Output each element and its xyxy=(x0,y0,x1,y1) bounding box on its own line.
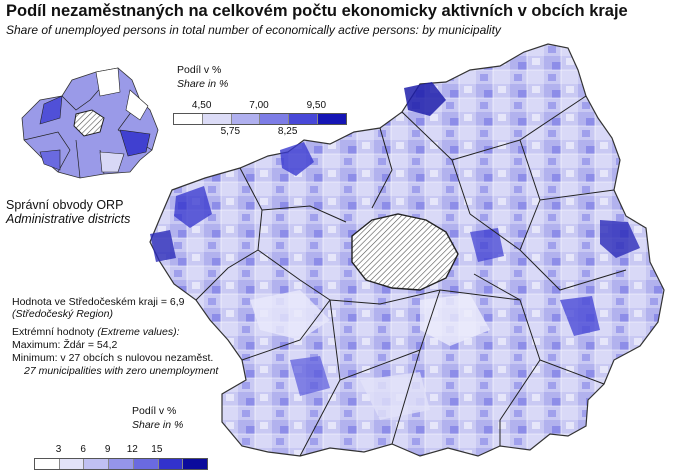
inset-label-en: Administrative districts xyxy=(6,212,131,226)
page-title: Podíl nezaměstnaných na celkovém počtu e… xyxy=(6,2,628,20)
cluster-west2 xyxy=(150,230,176,262)
legend-districts-color-scale xyxy=(173,113,347,125)
legend-municipalities-title-en: Share in % xyxy=(132,419,184,431)
legend-municipalities-swatch-5 xyxy=(158,459,184,469)
legend-districts-swatch-4 xyxy=(289,114,319,124)
legend-municipalities-tick-1: 6 xyxy=(80,444,86,455)
note-region-value-en: (Středočeský Region) xyxy=(12,308,113,320)
legend-districts-swatch-1 xyxy=(202,114,232,124)
legend-municipalities-title-cz: Podíl v % xyxy=(132,405,177,417)
legend-districts-title-cz: Podíl v % xyxy=(177,64,222,76)
legend-municipalities-swatch-1 xyxy=(59,459,85,469)
legend-districts-swatch-5 xyxy=(318,114,346,124)
note-region-value: Hodnota ve Středočeském kraji = 6,9 xyxy=(12,296,185,308)
region-map xyxy=(149,43,665,457)
legend-municipalities-swatch-4 xyxy=(133,459,159,469)
inset-map xyxy=(21,67,159,179)
cluster-west xyxy=(174,186,212,228)
legend-districts-top-tick-2: 9,50 xyxy=(306,100,327,111)
note-extremes-cz: Extrémní hodnoty xyxy=(12,326,95,338)
legend-municipalities-swatch-3 xyxy=(109,459,134,469)
cluster-east xyxy=(600,220,640,258)
cluster-north xyxy=(404,82,446,116)
note-minimum-en: 27 municipalities with zero unemployment xyxy=(24,365,219,377)
cluster-southeast xyxy=(560,296,600,336)
legend-municipalities-swatch-6 xyxy=(183,459,208,469)
light-area-2 xyxy=(420,294,490,346)
cluster-south xyxy=(290,356,330,396)
inset-prague xyxy=(73,109,105,137)
page-subtitle: Share of unemployed persons in total num… xyxy=(6,23,501,37)
prague-area xyxy=(351,213,459,291)
legend-municipalities-tick-4: 15 xyxy=(151,444,163,455)
note-extremes-en: (Extreme values): xyxy=(97,326,180,338)
legend-municipalities-swatch-0 xyxy=(35,459,60,469)
legend-municipalities-color-scale xyxy=(34,458,208,470)
inset-label-cz: Správní obvody ORP xyxy=(6,198,124,212)
legend-districts-top-tick-1: 7,00 xyxy=(249,100,269,111)
legend-districts-title-en: Share in % xyxy=(177,78,229,90)
legend-municipalities-tick-2: 9 xyxy=(104,444,111,455)
cluster-center-east xyxy=(470,228,504,262)
note-maximum: Maximum: Ždár = 54,2 xyxy=(12,339,118,351)
legend-districts-swatch-3 xyxy=(260,114,290,124)
legend-districts-swatch-0 xyxy=(174,114,203,124)
legend-districts-bottom-tick-0: 5,75 xyxy=(220,126,241,137)
legend-districts-bottom-tick-1: 8,25 xyxy=(277,126,298,137)
legend-districts-swatch-2 xyxy=(231,114,261,124)
legend-municipalities-swatch-2 xyxy=(84,459,110,469)
note-extremes: Extrémní hodnoty (Extreme values): xyxy=(12,326,180,339)
legend-municipalities-tick-3: 12 xyxy=(126,444,138,455)
light-area-3 xyxy=(360,372,430,420)
legend-municipalities-tick-0: 3 xyxy=(55,444,62,455)
district-borders xyxy=(195,95,627,457)
cluster-northwest xyxy=(280,142,314,176)
legend-districts-top-tick-0: 4,50 xyxy=(191,100,212,111)
note-minimum: Minimum: v 27 obcích s nulovou nezaměst. xyxy=(12,352,214,364)
